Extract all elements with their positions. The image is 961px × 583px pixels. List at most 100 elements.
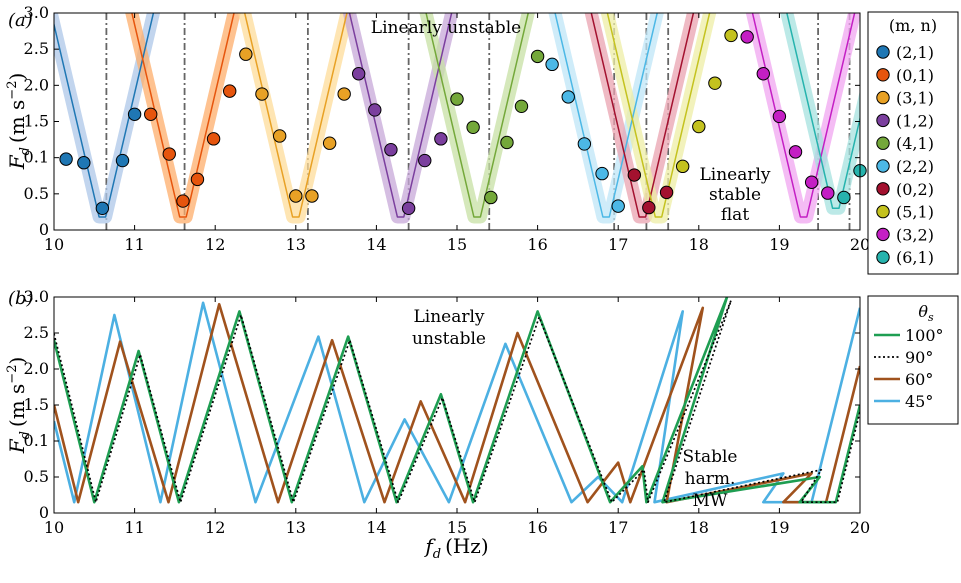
- data-point-(2,1): [77, 156, 91, 170]
- x-tick-label: 18: [689, 235, 709, 254]
- data-point-(0,2): [642, 200, 656, 215]
- panel-b-curves: [54, 297, 860, 504]
- data-point-(5,1): [675, 159, 690, 174]
- annotation-b-stable: Stable: [683, 447, 738, 467]
- legend-a-marker: [876, 250, 890, 264]
- x-tick-label: 14: [366, 518, 386, 537]
- y-tick-label: 2.5: [24, 39, 49, 58]
- annotation-linearly: Linearly: [699, 165, 770, 185]
- data-point-(3,2): [740, 30, 754, 44]
- x-tick-label: 11: [124, 235, 144, 254]
- data-point-(0,1): [206, 132, 221, 146]
- data-point-(1,2): [434, 132, 448, 146]
- annotation-stable: stable: [709, 185, 761, 205]
- data-point-(3,2): [756, 67, 770, 81]
- svg-text:Fd(m s−2): Fd(m s−2): [5, 73, 33, 171]
- data-point-(6,1): [837, 190, 851, 205]
- data-point-(0,2): [659, 185, 674, 200]
- curve-(2,2): [554, 13, 658, 218]
- x-tick-label: 12: [205, 235, 225, 254]
- band-(0,1): [125, 13, 241, 224]
- data-point-(4,1): [500, 135, 514, 150]
- y-tick-label: 0.5: [24, 467, 49, 486]
- data-point-(2,2): [545, 57, 559, 72]
- data-point-(4,1): [514, 99, 529, 114]
- panel-a-label: (a): [8, 10, 33, 31]
- x-tick-label: 13: [286, 235, 306, 254]
- band-(3,1): [238, 13, 354, 224]
- legend-a-marker: [876, 159, 890, 173]
- panel-a-points: [59, 28, 867, 216]
- legend-a-marker: [876, 182, 890, 196]
- data-point-(2,1): [115, 153, 130, 168]
- y-tick-label: 1.5: [24, 112, 49, 131]
- curve-theta-45°: [54, 301, 860, 504]
- legend-a-marker: [876, 227, 890, 242]
- legend-b-label: 90°: [905, 348, 933, 367]
- curve-theta-100°: [54, 297, 860, 504]
- legend-b-label: 45°: [905, 392, 933, 411]
- curve-(0,1): [131, 13, 235, 218]
- data-point-(4,1): [484, 190, 498, 205]
- panel-b-legend: θs 100° 90° 60° 45°: [867, 295, 959, 425]
- y-tick-label: 0.5: [24, 184, 49, 203]
- panel-b-xlabel: fd (Hz): [423, 534, 488, 562]
- data-point-(2,1): [95, 201, 110, 216]
- y-tick-label: 0: [39, 503, 49, 522]
- curve-(2,1): [54, 13, 155, 218]
- y-tick-label: 2.0: [24, 75, 49, 94]
- panel-b-label: (b): [8, 288, 34, 309]
- legend-a-marker: [876, 90, 890, 105]
- curve-theta-90°: [54, 299, 860, 504]
- data-point-(2,2): [577, 137, 592, 151]
- x-tick-label: 19: [769, 235, 789, 254]
- curve-(0,2): [590, 13, 695, 218]
- legend-a-label: (1,2): [896, 111, 934, 130]
- data-point-(3,1): [272, 129, 287, 143]
- data-point-(3,2): [821, 186, 835, 200]
- legend-b-label: 100°: [905, 326, 944, 345]
- data-point-(3,1): [305, 189, 319, 203]
- data-point-(3,1): [239, 47, 253, 61]
- legend-a-label: (4,1): [896, 134, 934, 153]
- x-tick-label: 17: [608, 235, 628, 254]
- data-point-(0,1): [162, 147, 176, 161]
- data-point-(2,1): [127, 107, 142, 121]
- legend-a-marker: [876, 113, 890, 128]
- y-tick-label: 2.0: [24, 359, 49, 378]
- data-point-(1,2): [351, 67, 366, 81]
- legend-a-marker: [876, 204, 890, 219]
- data-point-(1,2): [401, 201, 416, 216]
- legend-a-marker: [876, 45, 890, 59]
- x-tick-label: 16: [527, 235, 547, 254]
- annotation-b-harm: harm.: [685, 469, 736, 489]
- data-point-(2,2): [561, 90, 575, 104]
- panel-a-curves: [54, 13, 860, 218]
- x-tick-label: 18: [689, 518, 709, 537]
- curve-(5,1): [606, 13, 711, 218]
- x-tick-label: 20: [850, 518, 870, 537]
- data-point-(3,2): [788, 145, 803, 159]
- data-point-(4,1): [450, 92, 464, 106]
- data-point-(0,1): [176, 194, 190, 208]
- annotation-flat: flat: [721, 205, 749, 225]
- legend-a-label: (6,1): [896, 248, 934, 267]
- annotation-b-unstable: unstable: [412, 329, 486, 349]
- data-point-(5,1): [724, 28, 738, 43]
- x-tick-label: 15: [447, 235, 467, 254]
- legend-a-label: (3,1): [896, 89, 934, 108]
- x-tick-label: 19: [769, 518, 789, 537]
- data-point-(0,1): [144, 107, 158, 121]
- data-point-(3,1): [289, 189, 303, 203]
- curve-theta-60°: [54, 302, 860, 504]
- legend-b-title: θs: [918, 302, 934, 324]
- y-tick-label: 0: [39, 220, 49, 239]
- data-point-(0,1): [223, 84, 237, 98]
- legend-a-title: (m, n): [889, 16, 937, 35]
- x-tick-label: 13: [286, 518, 306, 537]
- annotation-b-mw: MW: [693, 491, 728, 511]
- curve-(1,2): [348, 13, 453, 218]
- data-point-(4,1): [530, 49, 545, 64]
- data-point-(3,2): [804, 175, 819, 189]
